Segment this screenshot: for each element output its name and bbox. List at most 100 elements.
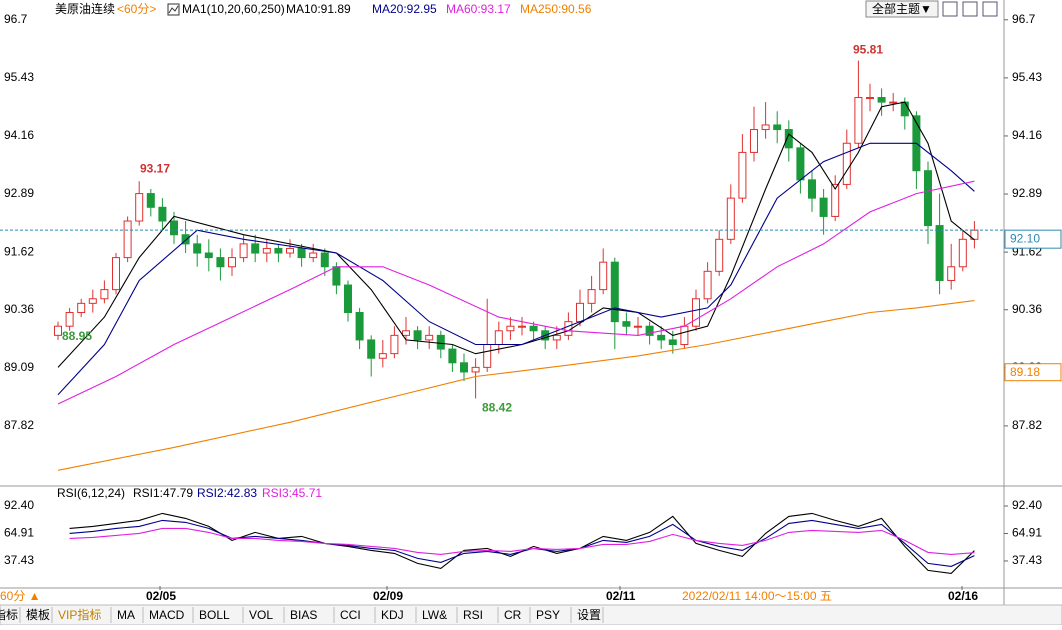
extreme-label: 88.42 — [482, 401, 512, 415]
symbol: 美原油连续 — [55, 1, 115, 16]
candle-body — [564, 321, 573, 336]
y-tick-label: 37.43 — [1012, 553, 1042, 567]
last-price-label: 92.10 — [1010, 231, 1040, 245]
candle-body — [703, 270, 712, 300]
candle-body — [668, 339, 677, 346]
candle-body — [216, 257, 225, 268]
y-tick-label: 90.36 — [4, 302, 34, 316]
y-tick-label: 92.40 — [4, 498, 34, 512]
legend-entry: RSI1:47.79 — [133, 486, 193, 500]
candle-body — [251, 243, 260, 254]
toolbar-tab[interactable]: VIP指标 — [58, 607, 101, 622]
toolbar-tab[interactable]: CCI — [340, 608, 361, 622]
candle-body — [947, 266, 956, 281]
toolbar-tab[interactable]: BOLL — [199, 608, 230, 622]
indicator-line — [57, 300, 975, 471]
candle-body — [483, 344, 492, 368]
candle-body — [460, 362, 468, 373]
candle-body — [88, 298, 97, 304]
candle-body — [634, 325, 642, 328]
candle-body — [738, 151, 747, 199]
candle-body — [935, 225, 944, 281]
x-tick-label: 02/11 — [606, 589, 636, 603]
candle-body — [135, 193, 144, 222]
candle-body — [610, 261, 619, 323]
extreme-label: 95.81 — [853, 43, 883, 57]
y-tick-label: 91.62 — [4, 244, 34, 258]
candle-body — [796, 147, 805, 181]
tool-icon[interactable] — [982, 1, 998, 17]
toolbar-tab[interactable]: VOL — [249, 608, 273, 622]
x-tick-label: 02/16 — [948, 589, 978, 603]
candle-body — [123, 220, 132, 259]
candle-body — [320, 252, 329, 268]
y-tick-label: 92.40 — [1012, 498, 1042, 512]
toolbar-tab[interactable]: LW& — [422, 608, 447, 622]
legend-entry: MA250:90.56 — [520, 2, 592, 16]
candle-body — [761, 124, 770, 131]
candle-body — [958, 238, 967, 268]
candle-body — [425, 334, 434, 341]
toolbar-tab[interactable]: 设置 — [577, 608, 601, 622]
tool-icon[interactable] — [962, 1, 978, 17]
legend-entry: MA60:93.17 — [446, 2, 511, 16]
theme-button-label[interactable]: 全部主题▼ — [872, 1, 932, 16]
extreme-label: 88.95 — [62, 329, 92, 343]
candle-body — [518, 325, 526, 328]
legend-entry: RSI3:45.71 — [262, 486, 322, 500]
candle-body — [692, 298, 700, 327]
candle-body — [146, 193, 155, 208]
candle-body — [587, 289, 596, 304]
indicator-line — [57, 101, 975, 368]
candle-body — [726, 197, 735, 240]
candle-body — [193, 243, 202, 254]
candle-body — [645, 325, 654, 336]
candle-body — [378, 353, 387, 359]
toolbar-tab[interactable]: BIAS — [290, 608, 317, 622]
tool-icon[interactable] — [942, 1, 958, 17]
candle-body — [599, 261, 608, 291]
cursor-time: 2022/02/11 14:00～15:00 五 — [682, 589, 832, 603]
last-price-box — [1004, 229, 1062, 249]
candle-body — [344, 284, 352, 313]
theme-button[interactable] — [865, 0, 939, 18]
toolbar-tab[interactable]: 模板 — [26, 608, 50, 622]
toolbar-tab[interactable]: PSY — [536, 608, 560, 622]
y-tick-label: 37.43 — [4, 553, 34, 567]
indicator-line — [69, 527, 975, 555]
candle-body — [831, 183, 840, 217]
candle-body — [390, 334, 399, 355]
toolbar-tab[interactable]: 指标 — [0, 607, 18, 622]
candle-body — [77, 302, 86, 313]
indicator-icon — [167, 3, 180, 16]
candle-body — [854, 97, 863, 144]
candle-body — [181, 234, 190, 245]
rsi-title: RSI(6,12,24) — [57, 486, 125, 500]
candle-body — [842, 142, 851, 185]
toolbar-tab[interactable]: RSI — [463, 608, 483, 622]
period: <60分> — [117, 2, 156, 16]
candle-body — [448, 348, 457, 364]
indicator-icon-line — [168, 5, 179, 14]
toolbar-tab[interactable]: CR — [504, 608, 522, 622]
y-tick-label: 90.36 — [1012, 302, 1042, 316]
y-tick-label: 95.43 — [4, 70, 34, 84]
candle-body — [274, 247, 283, 254]
candle-body — [204, 252, 213, 259]
candle-body — [286, 247, 294, 254]
candle-body — [889, 101, 898, 104]
y-tick-label: 94.16 — [4, 128, 34, 142]
candle-body — [112, 257, 120, 291]
candle-body — [576, 302, 584, 323]
toolbar-tab[interactable]: MA — [117, 608, 135, 622]
candle-body — [228, 257, 236, 268]
candle-body — [494, 330, 503, 346]
toolbar-tab[interactable]: MACD — [149, 608, 185, 622]
candle-body — [877, 97, 886, 103]
toolbar-tab[interactable]: KDJ — [381, 608, 404, 622]
ma-price-box — [1004, 363, 1062, 382]
candle-body — [355, 311, 364, 341]
y-tick-label: 87.82 — [1012, 418, 1042, 432]
candle-body — [715, 238, 724, 272]
